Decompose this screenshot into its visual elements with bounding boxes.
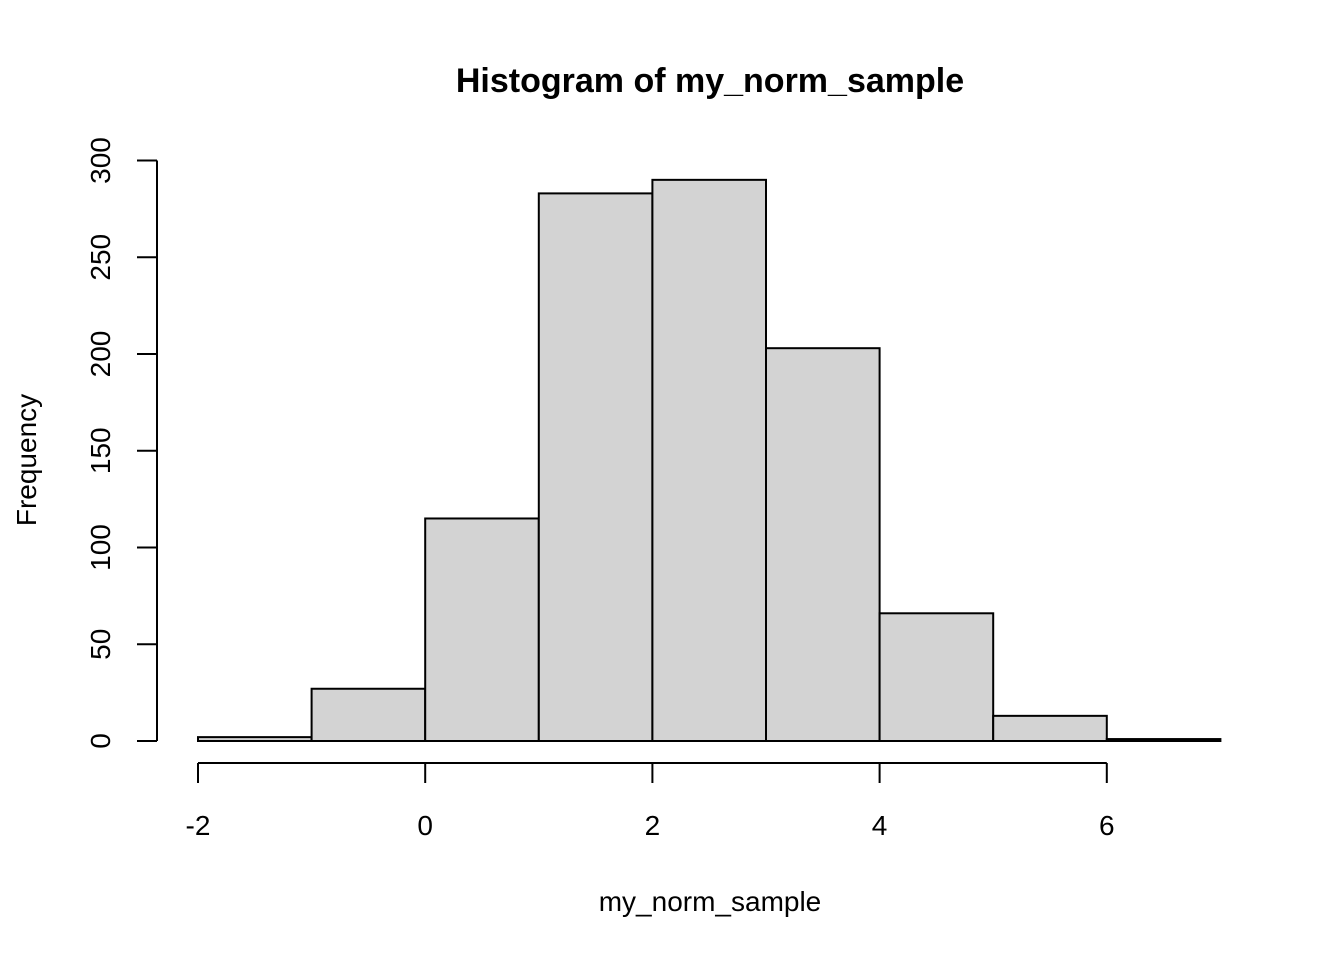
- histogram-bar: [878, 612, 995, 742]
- bars-group: [197, 178, 1222, 743]
- x-axis-title: my_norm_sample: [599, 886, 822, 917]
- y-tick-label: 250: [85, 234, 116, 281]
- histogram-bar: [424, 517, 540, 742]
- y-tick-label: 200: [85, 331, 116, 378]
- histogram-bar: [651, 178, 768, 743]
- x-axis: -2 0 2 4 6: [186, 763, 1115, 841]
- x-tick-label: 4: [872, 810, 888, 841]
- y-tick-label: 0: [85, 733, 116, 749]
- x-tick-label: 2: [645, 810, 661, 841]
- histogram-bar: [992, 714, 1108, 742]
- x-tick-label: 0: [417, 810, 433, 841]
- y-tick-label: 100: [85, 524, 116, 571]
- histogram-bar: [310, 687, 427, 743]
- histogram-bar: [1105, 738, 1222, 743]
- histogram-bar: [537, 192, 654, 742]
- histogram-bar: [197, 736, 313, 743]
- x-tick-label: -2: [186, 810, 211, 841]
- histogram-bar: [765, 347, 881, 742]
- x-tick-label: 6: [1099, 810, 1115, 841]
- y-tick-label: 50: [85, 629, 116, 660]
- y-axis-title: Frequency: [11, 394, 42, 526]
- y-tick-label: 300: [85, 137, 116, 184]
- chart-title: Histogram of my_norm_sample: [456, 62, 964, 100]
- y-axis: 0 50 100 150 200 250 300: [85, 137, 157, 749]
- y-tick-label: 150: [85, 427, 116, 474]
